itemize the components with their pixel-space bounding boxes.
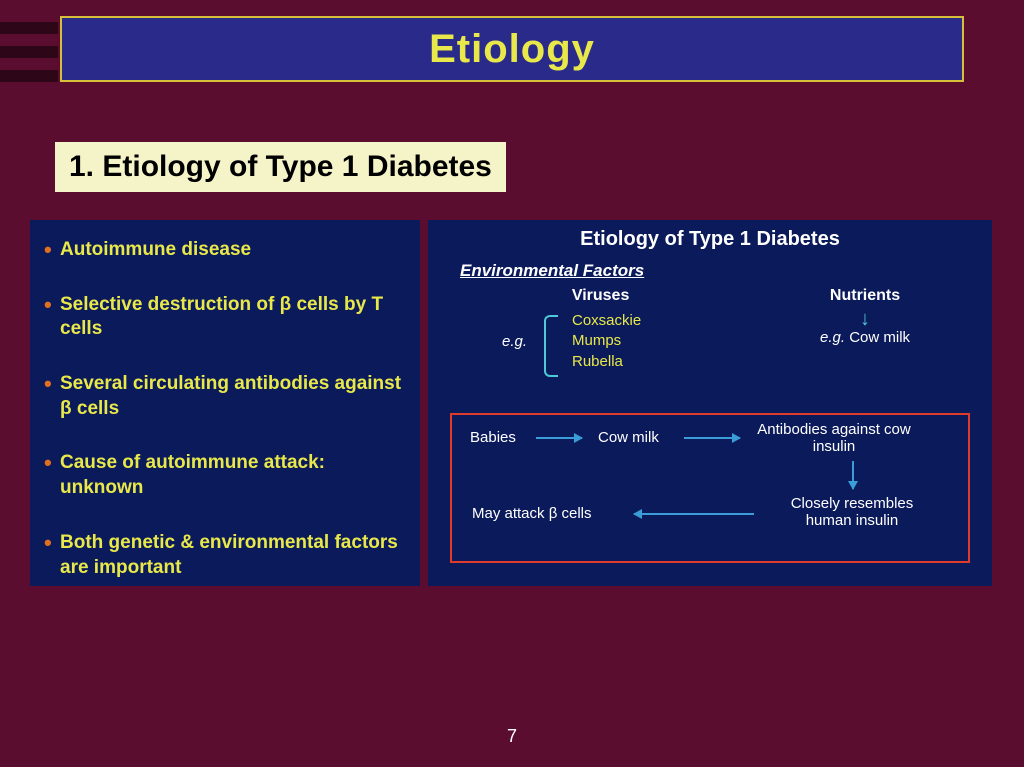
subtitle-box: 1. Etiology of Type 1 Diabetes [55,142,506,192]
arrow-down-icon [852,461,854,489]
right-panel: Etiology of Type 1 Diabetes Environmenta… [428,220,992,586]
flow-node-babies: Babies [470,429,516,446]
viruses-column: Viruses Coxsackie Mumps Rubella [560,287,641,372]
nutrients-head: Nutrients [820,287,910,305]
bullet-item: Autoimmune disease [44,238,406,263]
factors-row: e.g. Viruses Coxsackie Mumps Rubella Nut… [440,287,980,407]
virus-item: Mumps [560,331,641,351]
arrow-right-icon [684,437,740,439]
page-number: 7 [0,726,1024,747]
virus-item: Coxsackie [560,311,641,331]
flow-node-attack: May attack β cells [472,505,592,522]
decor-stripe [0,22,58,34]
bullet-item: Both genetic & environmental factors are… [44,531,406,580]
nutrients-column: Nutrients ↓ e.g. Cow milk [820,287,910,346]
flow-diagram: Babies Cow milk Antibodies against cow i… [450,413,970,563]
bracket-icon [544,315,558,377]
subtitle: 1. Etiology of Type 1 Diabetes [69,150,492,184]
arrow-right-icon [536,437,582,439]
right-title: Etiology of Type 1 Diabetes [440,228,980,251]
left-panel: Autoimmune disease Selective destruction… [30,220,420,586]
flow-node-cowmilk: Cow milk [598,429,659,446]
bullet-item: Cause of autoimmune attack: unknown [44,451,406,500]
viruses-head: Viruses [560,287,641,305]
bullet-item: Selective destruction of β cells by T ce… [44,293,406,342]
flow-node-resembles: Closely resembles human insulin [772,495,932,529]
slide-title: Etiology [429,27,595,72]
bullet-item: Several circulating antibodies against β… [44,372,406,421]
virus-item: Rubella [560,352,641,372]
bullet-list: Autoimmune disease Selective destruction… [44,238,406,580]
env-factors-heading: Environmental Factors [460,261,980,281]
flow-node-antibodies: Antibodies against cow insulin [754,421,914,455]
slide-title-box: Etiology [60,16,964,82]
decor-stripe [0,70,58,82]
arrow-down-icon: ↓ [820,311,910,327]
eg-label: e.g. [502,333,527,350]
decor-stripe [0,46,58,58]
arrow-left-icon [634,513,754,515]
nutrients-example: e.g. Cow milk [820,329,910,346]
